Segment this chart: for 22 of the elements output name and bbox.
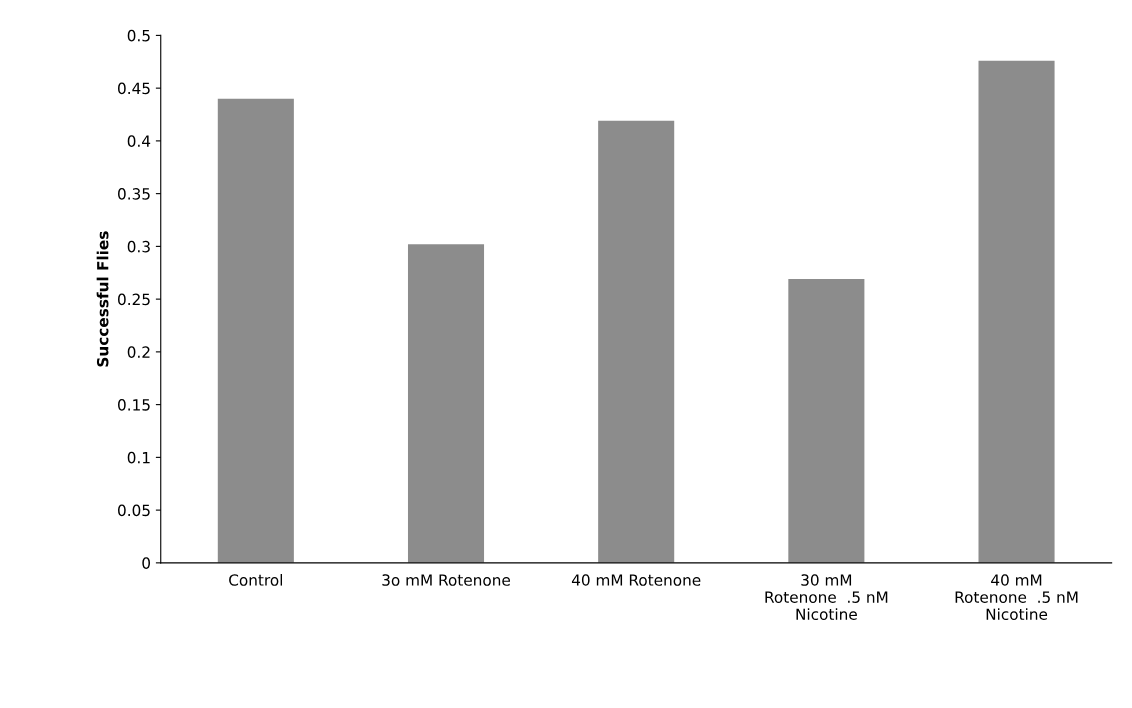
y-tick-label: 0.35 xyxy=(118,188,150,200)
bar xyxy=(978,60,1055,563)
y-tick-label: 0.05 xyxy=(118,504,150,517)
bar xyxy=(598,120,675,563)
x-tick-label: 40 mM Rotenone xyxy=(571,574,701,586)
y-tick-label: 0.4 xyxy=(127,135,151,147)
x-tick-label: 30 mM Rotenone .5 nM Nicotine xyxy=(765,574,888,621)
y-tick-label: 0 xyxy=(142,557,151,569)
x-tick-label: 40 mM Rotenone .5 nM Nicotine xyxy=(955,574,1078,621)
bar xyxy=(217,98,294,563)
y-tick-label: 0.5 xyxy=(127,29,150,42)
y-tick-label: 0.2 xyxy=(127,346,150,358)
y-tick-label: 0.1 xyxy=(127,451,150,464)
bar xyxy=(407,244,485,563)
y-tick-label: 0.25 xyxy=(118,293,150,306)
y-tick-label: 0.3 xyxy=(127,240,150,253)
x-tick-label: 3o mM Rotenone xyxy=(382,574,511,586)
bar xyxy=(788,279,865,563)
y-axis-title: Successful Flies xyxy=(96,231,109,367)
y-tick-label: 0.45 xyxy=(118,82,150,95)
x-tick-label: Control xyxy=(229,573,283,586)
y-tick-label: 0.15 xyxy=(118,399,150,411)
